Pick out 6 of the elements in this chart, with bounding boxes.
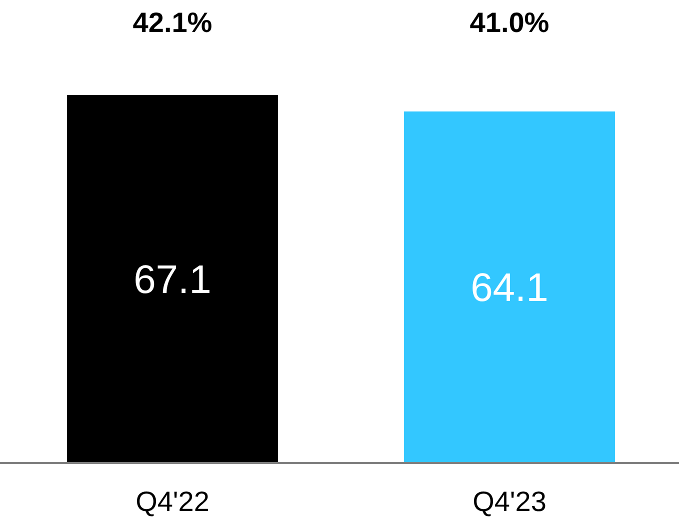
text: 42.1% <box>132 7 212 38</box>
data-label: 64.1 <box>470 266 548 310</box>
text: 41.0% <box>470 7 550 38</box>
x-tick-label: Q4'22 <box>136 486 210 517</box>
data-label: 67.1 <box>134 258 212 302</box>
x-tick-label: Q4'23 <box>472 486 546 517</box>
